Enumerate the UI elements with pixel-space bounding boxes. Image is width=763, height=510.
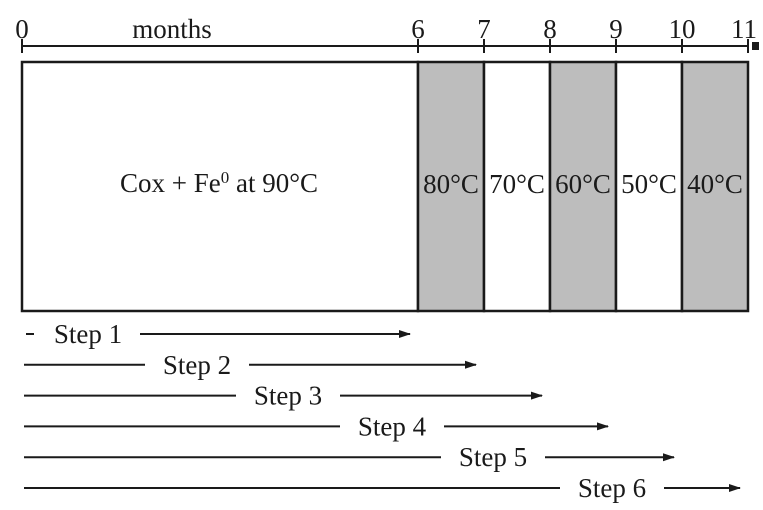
step-arrow: Step 4 [24,411,609,441]
step-arrow: Step 1 [26,319,411,349]
step-arrows: Step 1 Step 2 Step 3 Step 4 Step 5 Step 6 [24,319,741,503]
period-box [614,60,684,313]
temperature-periods: Cox + Fe0 at 90°C 80°C 70°C 60°C 50°C 40°C [20,60,750,313]
step-label: Step 1 [54,319,122,349]
period-label: 80°C [423,169,479,199]
axis-ticks: 0 6 7 8 9 10 11 [15,14,757,53]
period-label: 70°C [489,169,545,199]
axis-tick-label: 6 [411,14,425,44]
period-box [20,60,420,313]
axis-tick-label: 8 [543,14,557,44]
axis-tick-label: 0 [15,14,29,44]
step-arrow: Step 3 [24,381,543,411]
period-label: Cox + Fe0 at 90°C [120,168,318,199]
axis-unit-label: months [132,14,212,44]
step-arrow: Step 5 [24,442,675,472]
period-box [482,60,552,313]
axis-tick-label: 11 [731,14,757,44]
step-label: Step 4 [358,411,427,441]
step-label: Step 2 [163,350,231,380]
step-label: Step 5 [459,442,527,472]
period-label: 60°C [555,169,611,199]
period-box [680,60,750,313]
axis-end-marker [752,42,759,50]
axis-tick-label: 10 [669,14,696,44]
period-label: 50°C [621,169,677,199]
step-arrow: Step 2 [24,350,477,380]
axis-tick-label: 9 [609,14,623,44]
step-label: Step 6 [578,473,646,503]
period-box [416,60,486,313]
step-arrow: Step 6 [24,473,741,503]
step-label: Step 3 [254,381,322,411]
period-label: 40°C [687,169,743,199]
axis-tick-label: 7 [477,14,491,44]
time-axis: 0 6 7 8 9 10 11 months [15,14,759,53]
